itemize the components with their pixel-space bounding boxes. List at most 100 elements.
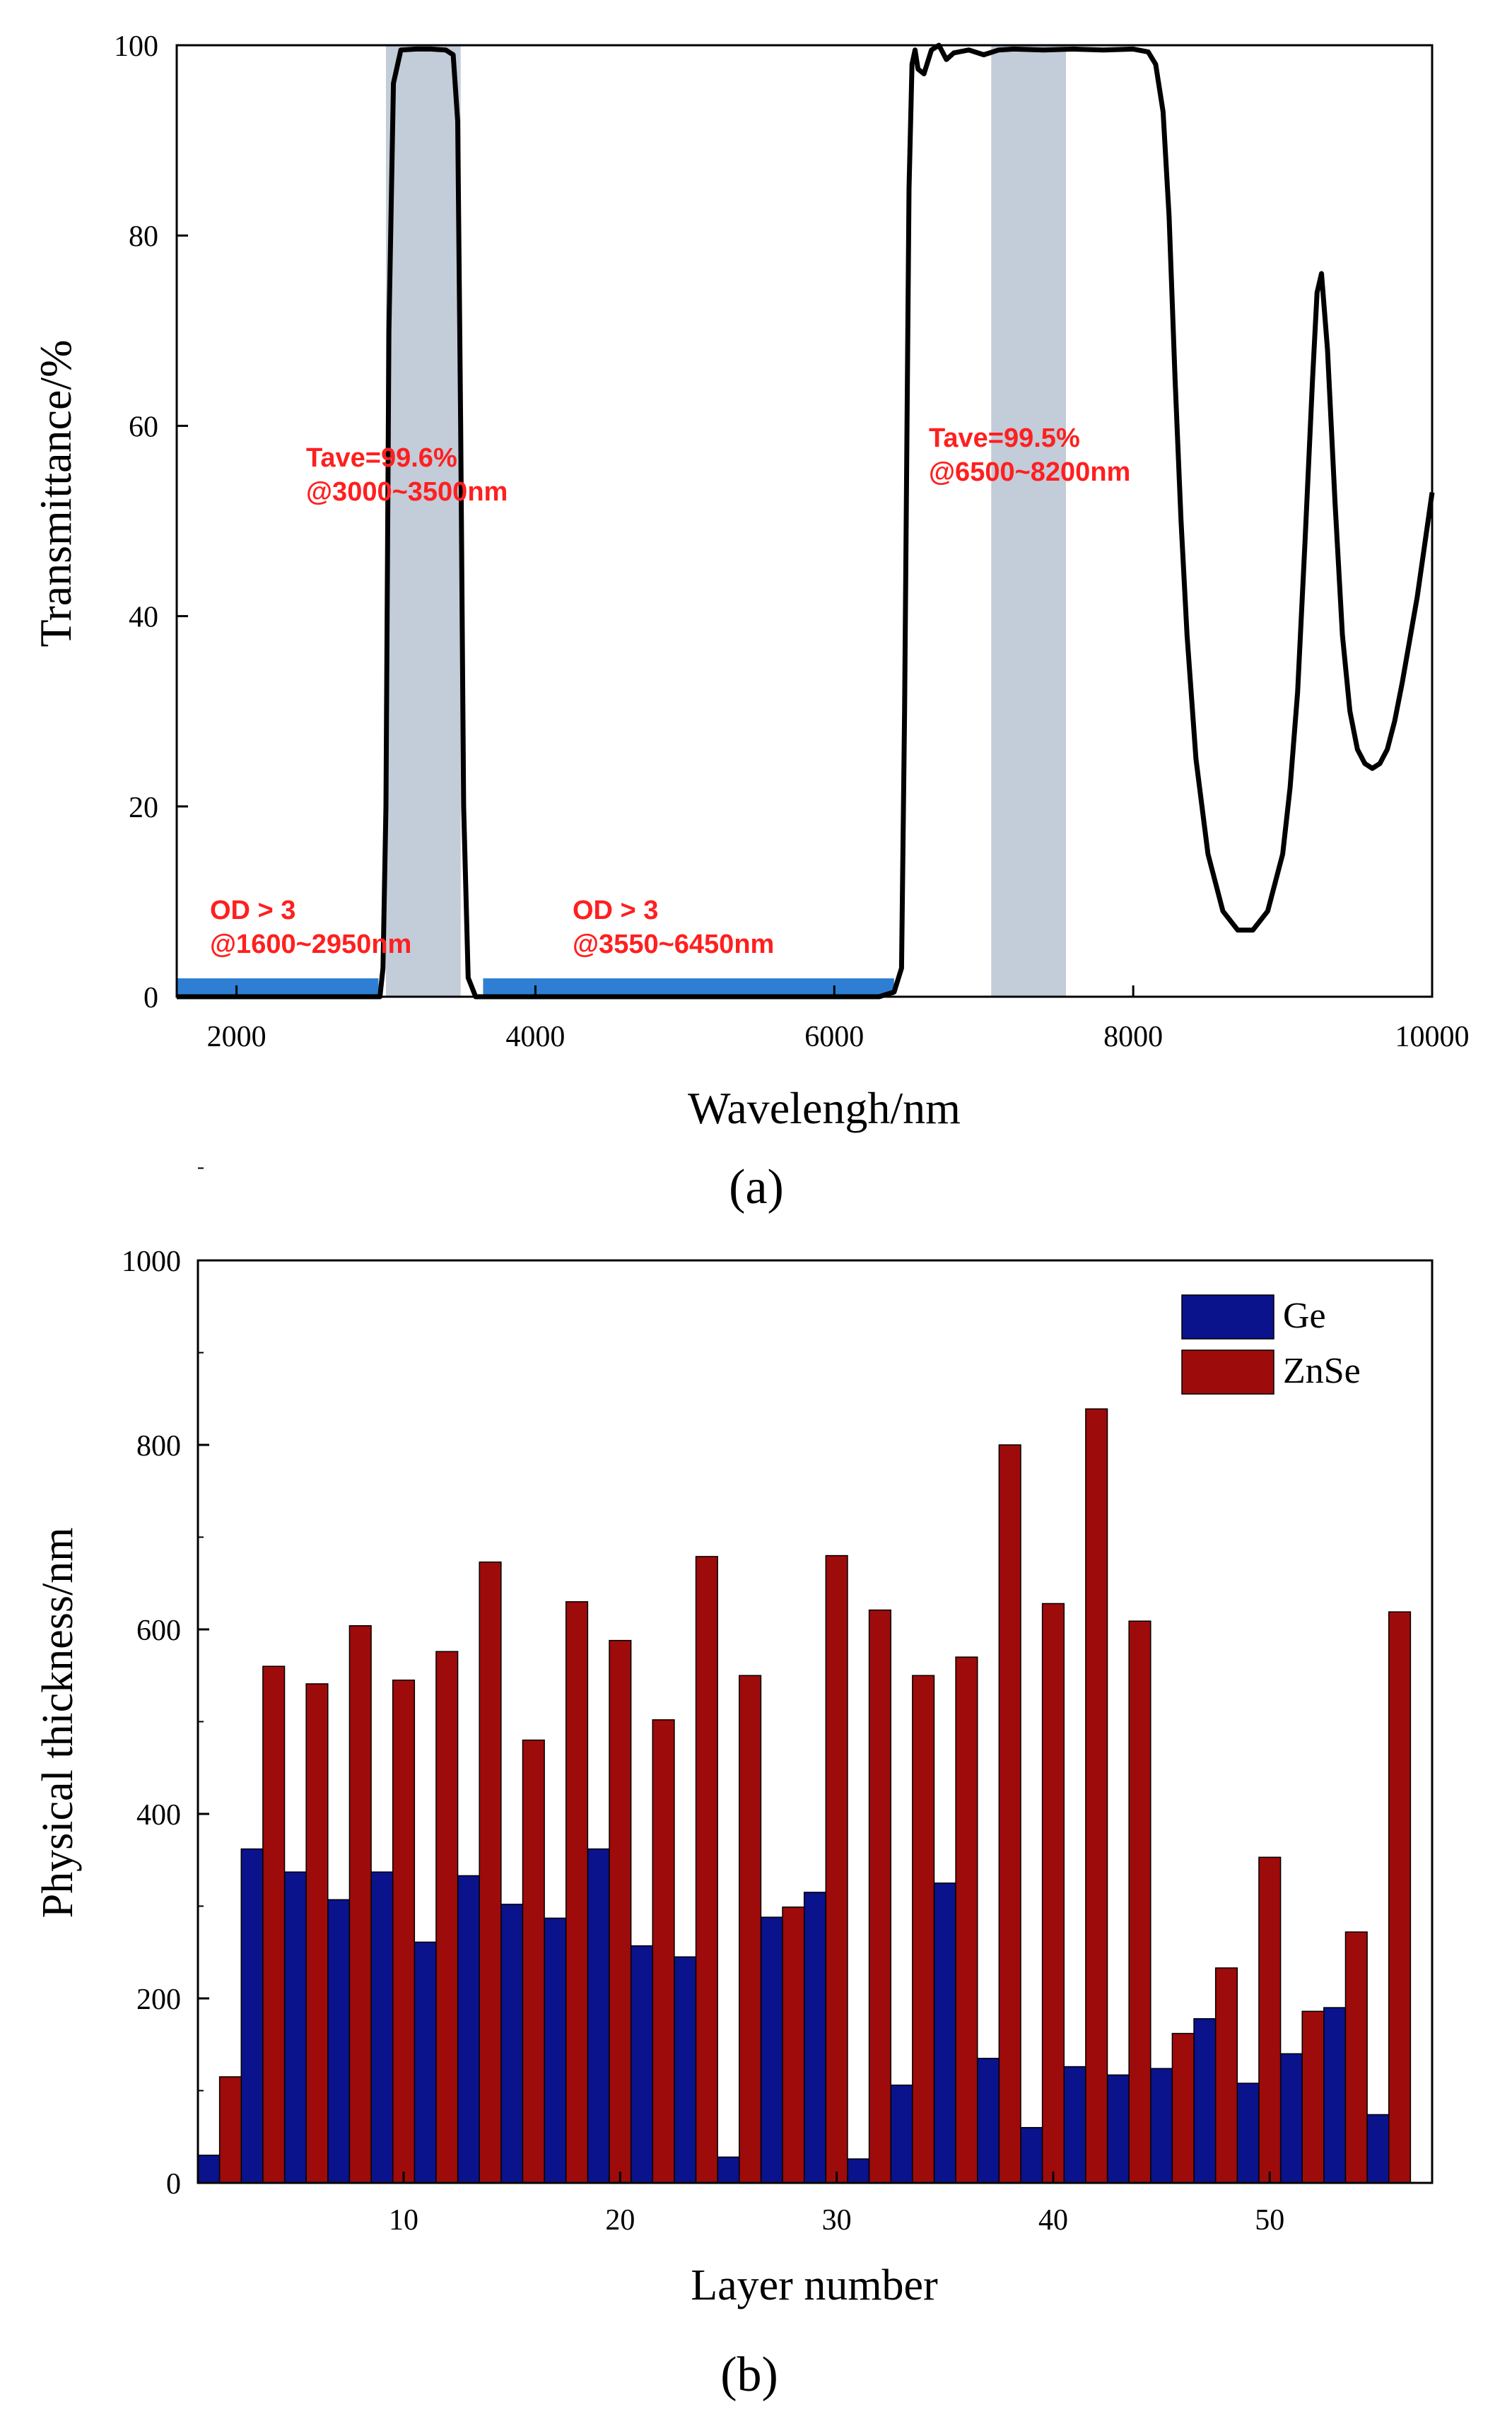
bar-znse (435, 1651, 459, 2184)
x-axis-label: Layer number (691, 2261, 938, 2309)
bar-znse (912, 1675, 935, 2184)
x-axis-label: Wavelengh/nm (688, 1083, 961, 1133)
bar-ge (283, 1871, 307, 2184)
bar-znse (1344, 1931, 1368, 2184)
shaded-regions (386, 45, 1066, 997)
x-tick-label: 10 (389, 2204, 418, 2237)
bar-ge (370, 1871, 394, 2184)
y-axis-label: Physical thickness/nm (34, 1528, 82, 1919)
bar-ge (327, 1899, 351, 2184)
bar-ge (457, 1875, 480, 2184)
x-tick-label: 2000 (207, 1021, 266, 1053)
panel-label-b: (b) (720, 2348, 778, 2402)
bar-znse (1258, 1856, 1282, 2184)
bar-znse (868, 1609, 891, 2184)
bar-ge (1193, 2017, 1217, 2184)
bar-znse (782, 1906, 805, 2184)
y-axis-ticks: 0 200 400 600 800 1000 (122, 1167, 209, 2201)
legend-swatch-ge (1181, 1294, 1274, 1340)
bar-znse (998, 1444, 1021, 2184)
bar-znse (955, 1656, 978, 2184)
y-tick-label: 1000 (122, 1246, 181, 1278)
bar-ge (1150, 2068, 1173, 2184)
bar-ge (500, 1904, 524, 2184)
bar-znse (1171, 2032, 1195, 2184)
x-tick-label: 10000 (1395, 1021, 1470, 1053)
bar-ge (544, 1917, 567, 2184)
bar-ge (890, 2084, 913, 2184)
x-tick-label: 20 (605, 2204, 635, 2237)
shaded-band (386, 45, 461, 997)
y-axis-ticks: 0 20 40 60 80 100 (114, 30, 188, 1014)
bar-ge (1323, 2007, 1347, 2184)
panel-a-transmittance-chart: 0 20 40 60 80 100 2000 4000 6000 8000 10000 Tave=… (30, 30, 1470, 1214)
panel-label-a: (a) (729, 1160, 784, 1214)
bar-znse (1085, 1408, 1108, 2184)
bar-znse (1128, 1620, 1151, 2184)
x-tick-label: 40 (1038, 2204, 1068, 2237)
annotation-text: @6500~8200nm (929, 457, 1130, 487)
y-tick-label: 400 (136, 1799, 181, 1832)
bar-ge (1106, 2074, 1130, 2184)
panel-b-layer-thickness-chart: 0 200 400 600 800 1000 10 20 30 40 50 Ge ZnSe Phys… (34, 1167, 1434, 2402)
bar-ge (587, 1848, 610, 2184)
y-axis-label: Transmittance/% (30, 340, 81, 648)
annotations: Tave=99.6% @3000~3500nm Tave=99.5% @6500~82… (210, 423, 1130, 959)
bar-ge (760, 1916, 783, 2184)
bar-ge (847, 2158, 870, 2184)
bar-ge (414, 1941, 437, 2184)
bar-ge (717, 2156, 740, 2184)
bar-ge (1020, 2126, 1043, 2184)
y-tick-label: 40 (129, 602, 158, 634)
bar-znse (739, 1675, 762, 2184)
y-tick-label: 0 (143, 982, 158, 1014)
bar-ge (197, 2155, 221, 2184)
y-tick-label: 200 (136, 1984, 181, 2016)
legend: Ge ZnSe (1181, 1294, 1361, 1395)
bar-znse (652, 1719, 675, 2184)
bar-ge (630, 1945, 654, 2184)
bar-znse (825, 1554, 848, 2184)
bar-znse (392, 1680, 416, 2184)
bar-znse (1041, 1603, 1065, 2184)
bar-ge (976, 2058, 1000, 2184)
x-axis-ticks: 2000 4000 6000 8000 10000 (207, 985, 1470, 1053)
bar-ge (240, 1848, 264, 2184)
y-tick-label: 600 (136, 1615, 181, 1647)
annotation-text: @3550~6450nm (573, 930, 774, 959)
bar-ge (803, 1892, 827, 2184)
y-tick-label: 80 (129, 221, 158, 253)
annotation-text: @3000~3500nm (306, 477, 508, 507)
bar-znse (1214, 1967, 1238, 2184)
bar-znse (1301, 2010, 1325, 2184)
x-tick-label: 30 (822, 2204, 852, 2237)
bar-znse (522, 1739, 545, 2184)
bar-znse (262, 1665, 286, 2184)
transmittance-line (177, 42, 1435, 1000)
x-axis-ticks: 10 20 30 40 50 (389, 2172, 1284, 2237)
x-tick-label: 6000 (804, 1021, 864, 1053)
series-lines (177, 42, 1435, 1000)
bar-znse (609, 1639, 632, 2184)
bar-ge (1063, 2066, 1086, 2184)
blocking-band-bar (483, 978, 894, 995)
bar-ge (674, 1956, 697, 2184)
plot-frame (175, 44, 1434, 998)
annotation-text: Tave=99.6% (306, 443, 457, 473)
x-tick-label: 4000 (505, 1021, 565, 1053)
x-tick-label: 50 (1255, 2204, 1284, 2237)
bars (197, 1408, 1412, 2184)
x-tick-label: 8000 (1103, 1021, 1163, 1053)
y-tick-label: 20 (129, 792, 158, 824)
bar-znse (348, 1625, 372, 2184)
legend-label-znse: ZnSe (1283, 1351, 1361, 1391)
bar-ge (1366, 2114, 1390, 2184)
annotation-text: OD > 3 (210, 896, 295, 925)
y-tick-label: 60 (129, 411, 158, 443)
annotation-text: @1600~2950nm (210, 930, 411, 959)
y-tick-label: 100 (114, 30, 158, 63)
bar-ge (933, 1882, 956, 2184)
bar-ge (1279, 2053, 1303, 2184)
y-tick-label: 0 (166, 2168, 181, 2201)
